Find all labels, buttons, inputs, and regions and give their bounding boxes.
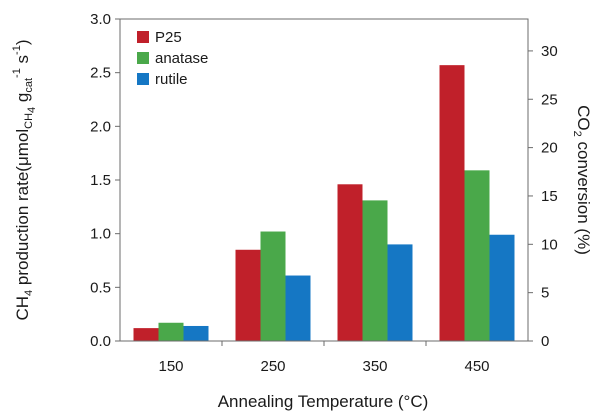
y-tick-label: 0.5: [90, 279, 111, 296]
bar-P25-350: [337, 184, 363, 341]
y2-tick-label: 10: [541, 236, 558, 253]
y2-tick-label: 15: [541, 188, 558, 205]
y2-tick-label: 25: [541, 91, 558, 108]
x-tick-label: 350: [362, 358, 387, 375]
y2-tick-label: 30: [541, 43, 558, 60]
legend-label-anatase: anatase: [155, 50, 208, 67]
y-tick-label: 3.0: [90, 11, 111, 28]
y2-tick-label: 20: [541, 140, 558, 157]
y-tick-label: 0.0: [90, 333, 111, 350]
legend-label-P25: P25: [155, 29, 182, 46]
legend-swatch-P25: [137, 31, 149, 43]
y-tick-label: 2.0: [90, 118, 111, 135]
axes: [115, 18, 533, 346]
x-tick-label: 450: [464, 358, 489, 375]
tick-labels: 0.0 0.5 1.0 1.5 2.0 2.5 3.0 0 5 10 15 20 25 30 150 250 3…: [90, 11, 558, 375]
bar-rutile-450: [489, 234, 515, 341]
legend-swatch-rutile: [137, 73, 149, 85]
legend: P25 anatase rutile: [137, 29, 208, 88]
bar-P25-250: [235, 249, 261, 341]
x-axis-title: Annealing Temperature (°C): [218, 392, 429, 411]
y-axis-title: CH4 production rate(μmolCH4 gcat-1 s-1): [11, 39, 38, 320]
bar-P25-150: [133, 328, 159, 341]
legend-label-rutile: rutile: [155, 71, 188, 88]
bar-rutile-250: [285, 275, 311, 341]
y2-tick-label: 0: [541, 333, 549, 350]
bar-group: [133, 65, 515, 342]
y-tick-label: 2.5: [90, 65, 111, 82]
bar-anatase-250: [260, 231, 286, 341]
bar-anatase-150: [158, 322, 184, 341]
bar-rutile-150: [183, 325, 209, 341]
bar-anatase-450: [464, 170, 490, 341]
bar-rutile-350: [387, 244, 413, 341]
bar-anatase-350: [362, 200, 388, 341]
x-tick-label: 250: [260, 358, 285, 375]
legend-swatch-anatase: [137, 52, 149, 64]
y2-axis-title: CO2 conversion (%): [571, 105, 593, 255]
y-tick-label: 1.5: [90, 172, 111, 189]
y-tick-label: 1.0: [90, 226, 111, 243]
x-tick-label: 150: [158, 358, 183, 375]
bar-P25-450: [439, 65, 465, 342]
y2-tick-label: 5: [541, 285, 549, 302]
